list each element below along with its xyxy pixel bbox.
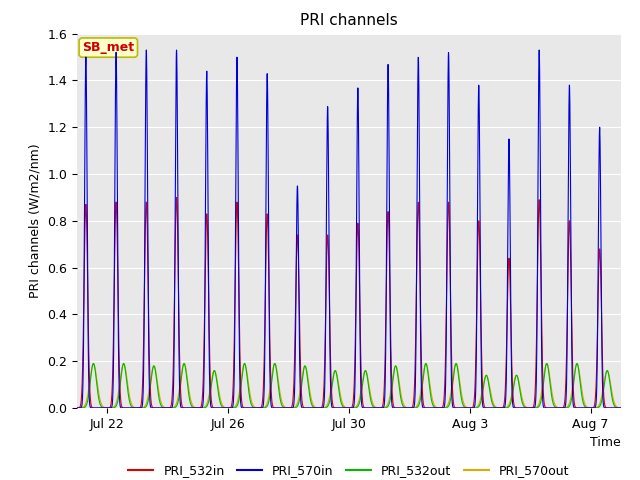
Y-axis label: PRI channels (W/m2/nm): PRI channels (W/m2/nm) bbox=[29, 144, 42, 298]
Text: SB_met: SB_met bbox=[82, 41, 134, 54]
Legend: PRI_532in, PRI_570in, PRI_532out, PRI_570out: PRI_532in, PRI_570in, PRI_532out, PRI_57… bbox=[124, 459, 574, 480]
X-axis label: Time: Time bbox=[590, 436, 621, 449]
Title: PRI channels: PRI channels bbox=[300, 13, 397, 28]
